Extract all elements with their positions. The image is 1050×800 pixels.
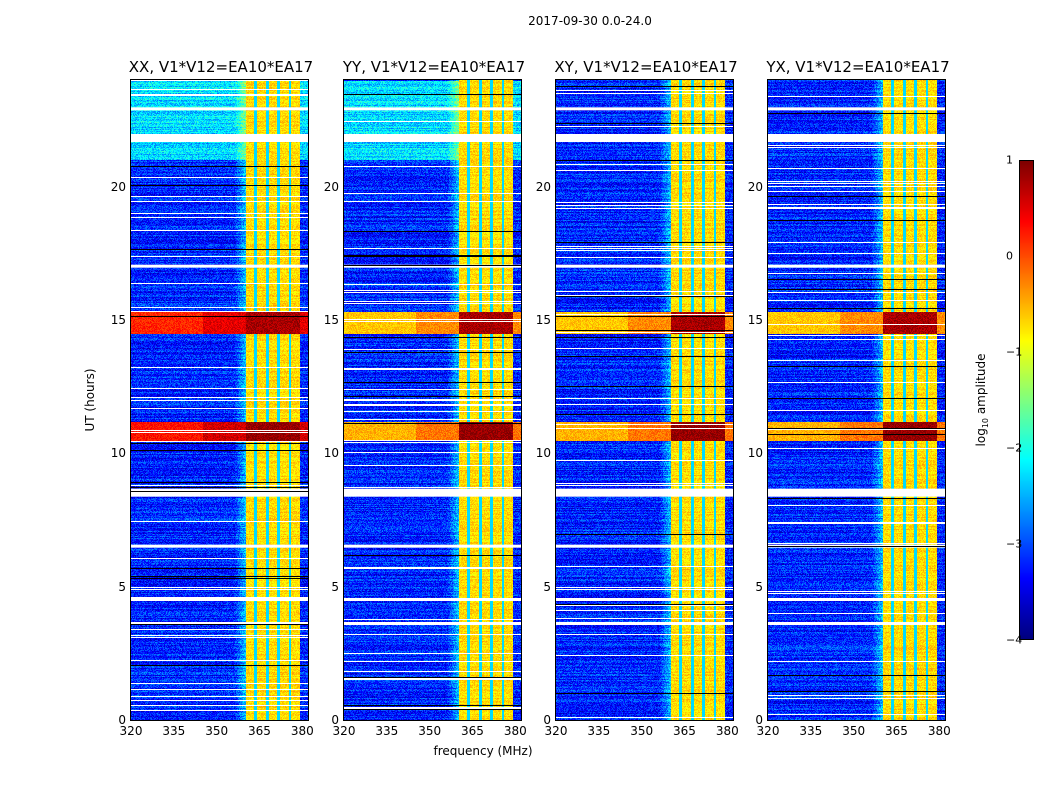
y-tick-label: 20 (535, 179, 551, 194)
y-tick-label: 20 (323, 179, 339, 194)
x-tick-label: 335 (587, 724, 611, 738)
panel-yy: YY, V1*V12=EA10*EA17 0 5 10 15 20 320 335 350 365… (324, 58, 527, 738)
y-tick-label: 0 (543, 713, 551, 727)
x-tick-label: 350 (418, 724, 442, 738)
colorbar-label-prefix: log (973, 428, 988, 447)
colorbar-label-suffix: amplitude (973, 353, 988, 418)
x-tick-label: 380 (927, 724, 951, 738)
x-tick-label: 320 (544, 724, 568, 738)
x-tick-label: 350 (630, 724, 654, 738)
x-tick-label: 380 (503, 724, 527, 738)
spectrogram-xy (556, 80, 733, 720)
y-tick-label: 10 (323, 446, 339, 461)
y-tick-label: 20 (747, 179, 763, 194)
y-tick-label: 10 (110, 446, 126, 461)
y-tick-label: 0 (755, 713, 763, 727)
x-tick-label: 365 (673, 724, 696, 738)
colorbar-tick-label: 0 (1006, 249, 1013, 263)
x-tick-label: 320 (756, 724, 780, 738)
colorbar-tick-label: −2 (1006, 441, 1023, 455)
spectrogram-yy (344, 80, 521, 720)
x-tick-label: 380 (290, 724, 314, 738)
y-tick-label: 5 (543, 579, 551, 594)
panel-xy: XY, V1*V12=EA10*EA17 0 5 10 15 20 320 335 350 365… (536, 58, 739, 738)
y-tick-label: 15 (747, 313, 763, 327)
x-tick-label: 380 (715, 724, 739, 738)
figure-suptitle: 2017-09-30 0.0-24.0 (528, 14, 652, 28)
x-tick-label: 350 (205, 724, 229, 738)
x-tick-label: 320 (119, 724, 143, 738)
spectrogram-yx (768, 80, 945, 720)
x-tick-label: 335 (162, 724, 186, 738)
y-tick-label: 0 (118, 713, 126, 727)
panel-yx: YX, V1*V12=EA10*EA17 0 5 10 15 20 320 335 350 365… (748, 58, 951, 738)
y-tick-label: 0 (331, 713, 339, 727)
y-tick-label: 5 (331, 579, 339, 594)
panel-title: YX, V1*V12=EA10*EA17 (766, 58, 950, 76)
panel-title: YY, V1*V12=EA10*EA17 (342, 58, 526, 76)
panel-title: XX, V1*V12=EA10*EA17 (128, 58, 314, 76)
panel-title: XY, V1*V12=EA10*EA17 (554, 58, 738, 76)
x-tick-label: 335 (375, 724, 399, 738)
x-tick-label: 335 (799, 724, 823, 738)
panel-xx: XX, V1*V12=EA10*EA17 0 5 10 15 20 320 335 350 365… (111, 58, 314, 738)
colorbar-label: log10 amplitude (974, 354, 990, 447)
colorbar-tick-label: −4 (1006, 633, 1023, 647)
colorbar (1019, 160, 1034, 640)
x-axis-label: frequency (MHz) (433, 744, 533, 758)
x-tick-label: 365 (248, 724, 271, 738)
y-tick-label: 15 (110, 313, 126, 327)
colorbar-gradient (1020, 161, 1033, 639)
colorbar-tick-label: 1 (1006, 153, 1013, 167)
colorbar-label-sub: 10 (981, 417, 991, 429)
y-tick-label: 5 (755, 579, 763, 594)
spectrogram-xx (131, 80, 308, 720)
y-tick-label: 15 (535, 313, 551, 327)
y-tick-label: 20 (110, 179, 126, 194)
y-tick-label: 5 (118, 579, 126, 594)
y-tick-label: 15 (323, 313, 339, 327)
y-axis-label: UT (hours) (83, 368, 97, 432)
x-tick-label: 365 (461, 724, 484, 738)
y-tick-label: 10 (535, 446, 551, 461)
x-tick-label: 350 (842, 724, 866, 738)
colorbar-tick-label: −3 (1006, 537, 1023, 551)
y-tick-label: 10 (747, 446, 763, 461)
colorbar-tick-label: −1 (1006, 345, 1023, 359)
x-tick-label: 320 (332, 724, 356, 738)
x-tick-label: 365 (885, 724, 908, 738)
